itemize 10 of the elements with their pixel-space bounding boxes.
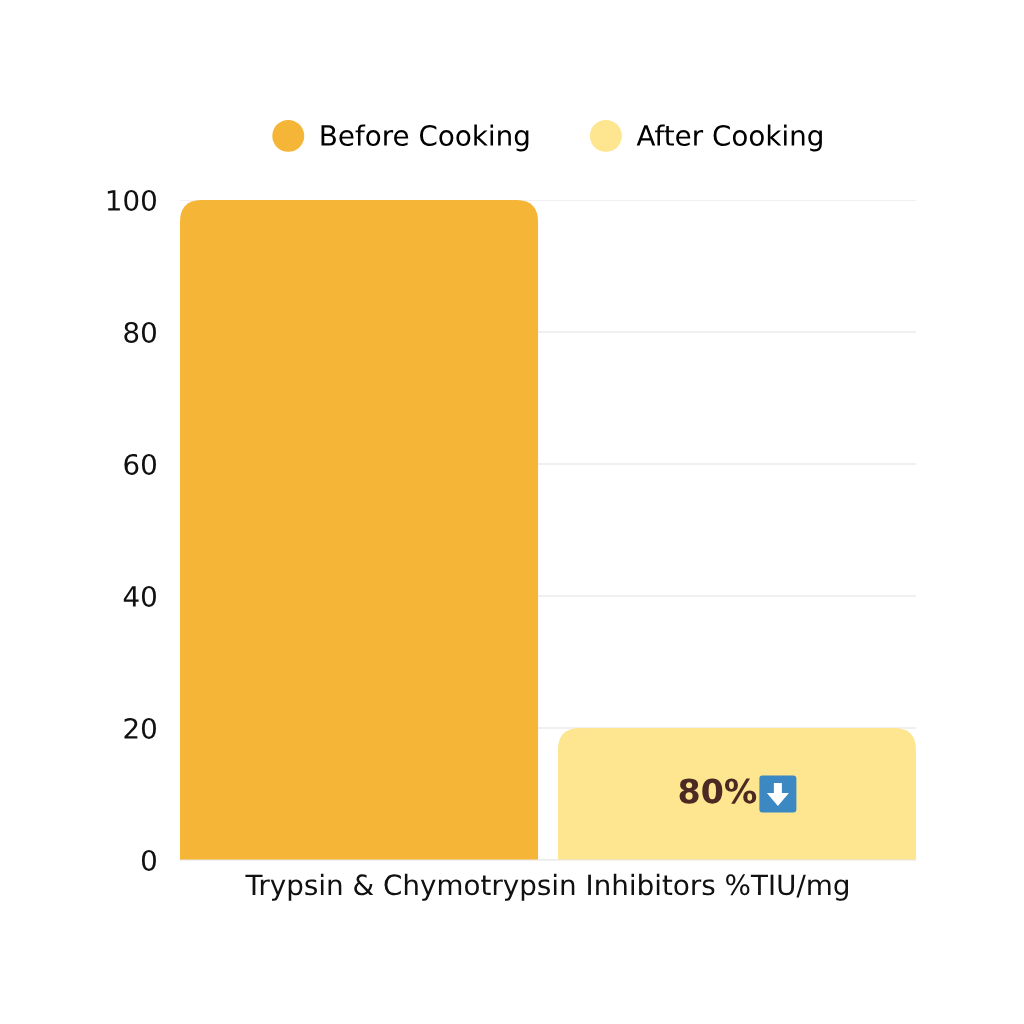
y-tick-label: 0 <box>141 849 156 871</box>
y-tick-label: 80 <box>124 321 156 343</box>
legend-label: Before Cooking <box>321 124 529 152</box>
x-tick-label: Trypsin & Chymotrypsin Inhibitors %TIU/mg <box>245 873 848 901</box>
y-tick-label: 100 <box>107 189 156 211</box>
annotation: 80% <box>679 778 757 804</box>
y-tick-label: 40 <box>123 585 156 607</box>
y-tick-label: 20 <box>124 717 156 739</box>
legend-label: After Cooking <box>636 124 822 152</box>
y-tick-label: 60 <box>124 453 156 475</box>
